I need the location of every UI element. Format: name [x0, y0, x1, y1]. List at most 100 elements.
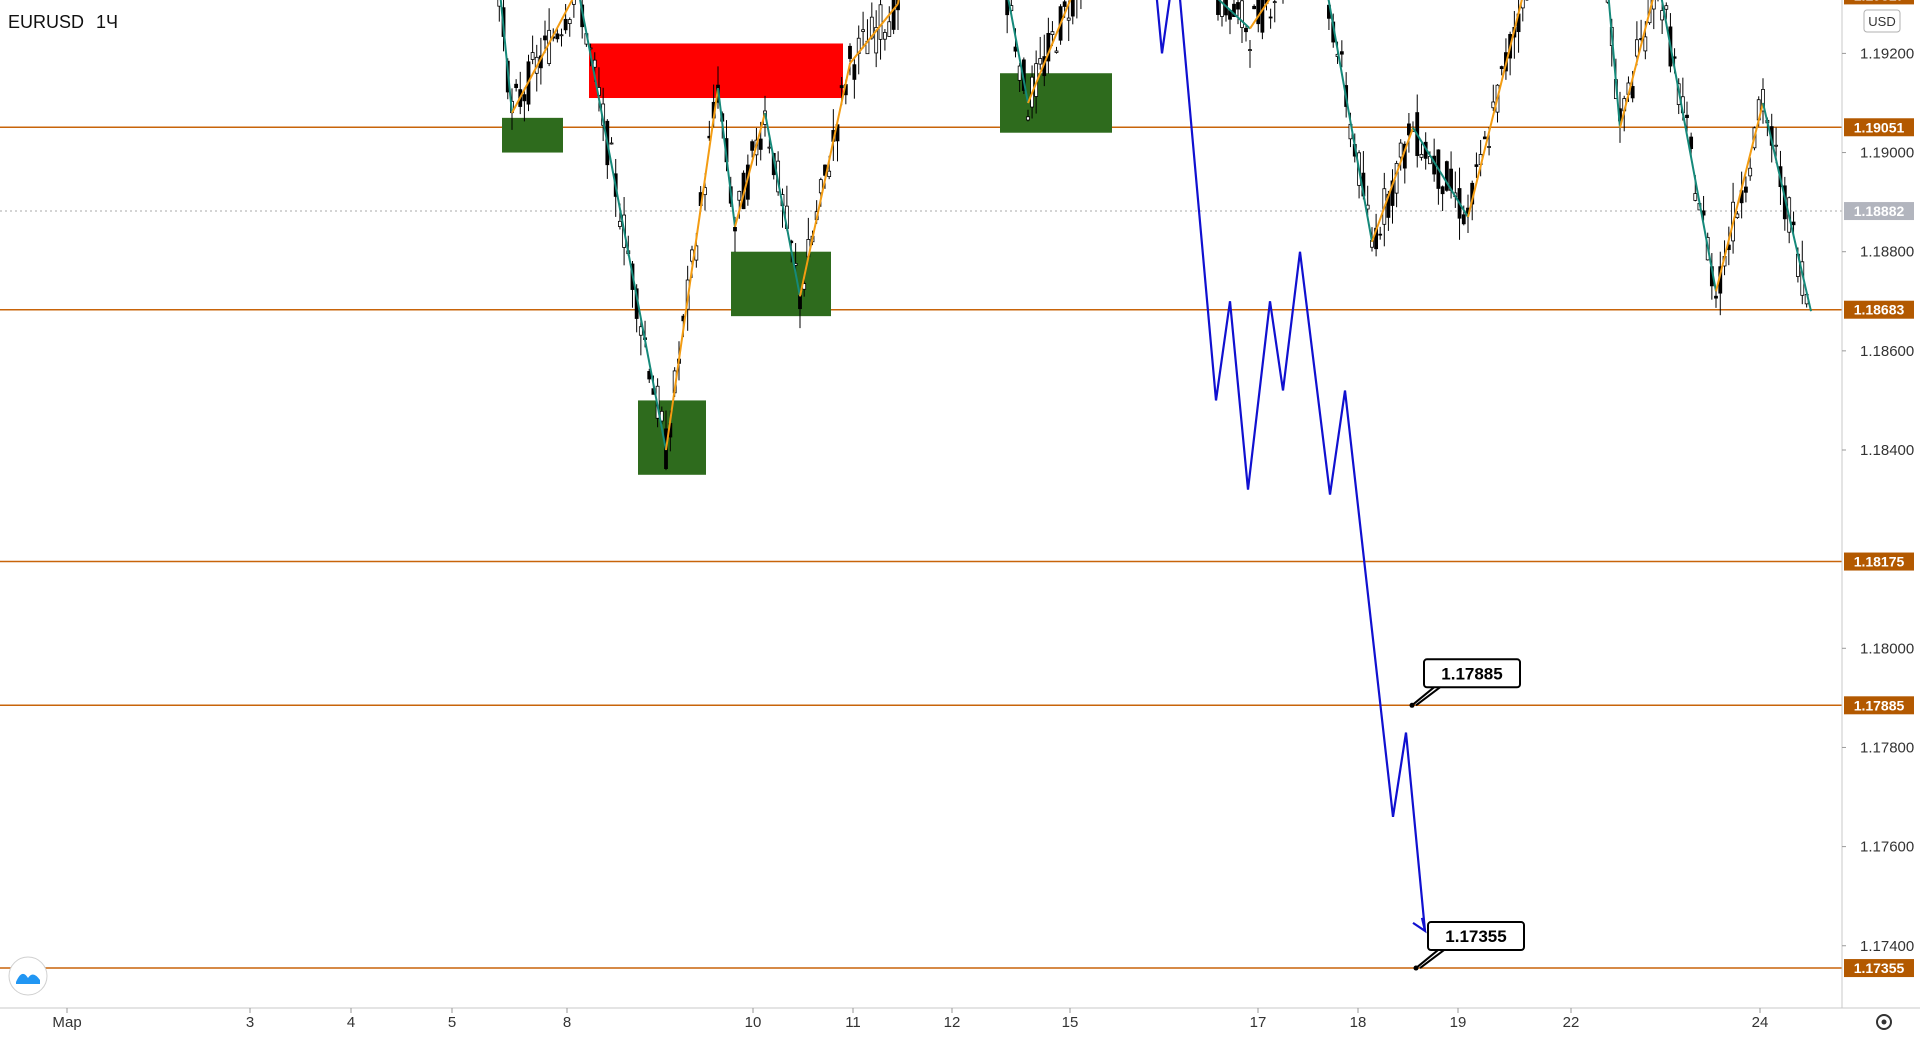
candle-body: [1070, 0, 1075, 17]
zigzag-down-segment: [764, 112, 801, 297]
candle-body: [555, 33, 560, 40]
candle-body: [1440, 186, 1445, 195]
price-tick-label: 1.19200: [1860, 45, 1914, 62]
level-label: 1.19051: [1854, 119, 1905, 135]
price-tick-label: 1.18800: [1860, 244, 1914, 261]
price-axis-bg: [1842, 0, 1920, 1008]
forecast-layer: [1155, 0, 1427, 934]
callout-box[interactable]: [1423, 658, 1521, 689]
candle-body: [818, 179, 823, 194]
currency-box[interactable]: [1863, 9, 1901, 33]
candle-body: [1066, 17, 1071, 21]
candle-body: [1693, 193, 1698, 201]
candle-body: [848, 45, 852, 59]
candle-body: [1240, 0, 1244, 28]
candle-body: [1474, 164, 1479, 167]
candle-body: [1407, 123, 1411, 136]
zigzag-down-segment: [1762, 102, 1812, 312]
callout-value: 1.17885: [1441, 664, 1502, 683]
candle-body: [559, 34, 564, 37]
price-tick-label: 1.18400: [1860, 442, 1914, 459]
level-label-bg: [1844, 552, 1914, 571]
candle-body: [1791, 221, 1796, 226]
candle-body: [1272, 1, 1277, 4]
candle-body: [1499, 66, 1504, 70]
candle-body: [1017, 65, 1022, 81]
zones-layer: [502, 43, 1112, 475]
level-label-bg: [1844, 959, 1914, 978]
zigzag-up-segment: [665, 87, 719, 451]
candle-body: [530, 52, 535, 60]
tradingview-logo-circle[interactable]: [8, 956, 48, 996]
price-tick-label: 1.17400: [1860, 938, 1914, 955]
callout-leader: [1415, 686, 1441, 707]
candle-body: [1220, 0, 1224, 17]
candle-body: [827, 170, 832, 177]
candle-body: [1248, 49, 1252, 51]
candle-body: [798, 294, 802, 310]
symbol-label[interactable]: EURUSD: [8, 12, 84, 32]
symbol-bg: [4, 8, 132, 34]
level-label: 1.17355: [1854, 960, 1905, 976]
callout-leader: [1415, 949, 1439, 969]
time-tick-label: 22: [1563, 1014, 1580, 1031]
zigzag-down-segment: [1327, 0, 1373, 242]
time-tick-label: 4: [347, 1014, 355, 1031]
time-tick-label: 17: [1250, 1014, 1267, 1031]
zigzag-up-segment: [1467, 0, 1523, 218]
time-axis[interactable]: Мар 3 4 5 8 10 11 12 15 17 18 19 22 24: [0, 1007, 1920, 1042]
level-label-bg: [1844, 696, 1914, 715]
time-axis-bg: [0, 1008, 1920, 1042]
price-tick-label: 1.18600: [1860, 343, 1914, 360]
zigzag-up-segment: [849, 3, 899, 64]
candle-body: [758, 138, 763, 150]
candle-body: [891, 0, 896, 30]
settings-gear-icon[interactable]: [1876, 1014, 1892, 1030]
zigzag-down-segment: [1412, 127, 1469, 218]
candle-body: [1643, 36, 1648, 52]
top-overlay: EURUSD 1Ч USD: [4, 8, 1901, 1030]
price-axis[interactable]: 1.212001.208001.204001.202001.198001.194…: [1841, 0, 1920, 1008]
time-tick-label: 3: [246, 1014, 254, 1031]
candle-body: [878, 4, 883, 40]
candle-body: [522, 94, 527, 102]
time-tick-label: 19: [1450, 1014, 1467, 1031]
candle-body: [1390, 180, 1395, 206]
zigzag-down-segment: [1007, 0, 1029, 104]
candle-body: [887, 21, 892, 37]
zigzag-up-segment: [511, 0, 574, 114]
price-tick-label: 1.18000: [1860, 640, 1914, 657]
zigzag-down-segment: [717, 87, 736, 228]
candle-body: [618, 220, 622, 227]
candle-body: [1761, 89, 1765, 112]
candle-body: [563, 18, 568, 31]
candle-body: [1461, 214, 1466, 225]
demand-zone: [502, 117, 563, 153]
time-tick-label: 11: [845, 1014, 861, 1031]
zigzag-up-segment: [734, 112, 766, 228]
time-tick-label: 18: [1350, 1014, 1367, 1031]
candle-body: [1664, 5, 1669, 10]
level-label-bg: [1844, 0, 1914, 5]
time-tick-label: 15: [1062, 1014, 1079, 1031]
candle-body: [852, 64, 857, 80]
price-tick-label: 1.17800: [1860, 739, 1914, 756]
time-tick-label: 10: [745, 1014, 762, 1031]
candle-body: [1378, 233, 1383, 236]
demand-zone: [1000, 73, 1112, 133]
callout-box[interactable]: [1427, 921, 1525, 952]
candle-body: [733, 227, 737, 232]
forecast-arrow-icon: [1412, 917, 1427, 934]
candle-body: [874, 27, 879, 54]
candle-body: [767, 146, 772, 149]
interval-label[interactable]: 1Ч: [96, 12, 118, 32]
candle-body: [1062, 1, 1067, 7]
candle-body: [1482, 136, 1487, 140]
callout-leader: [1419, 949, 1445, 969]
zigzag-down-segment: [579, 0, 667, 451]
candle-body: [861, 29, 865, 32]
